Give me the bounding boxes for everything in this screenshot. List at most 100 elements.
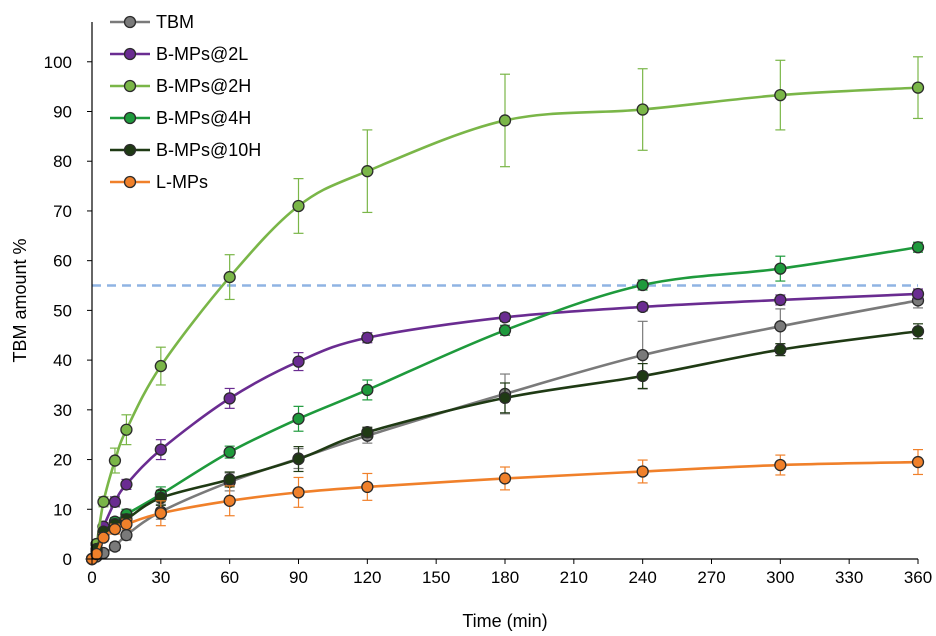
data-point [636,465,649,478]
legend-label: B-MPs@2L [156,44,248,64]
data-point [361,426,374,439]
data-point [774,343,787,356]
legend-item: B-MPs@2L [110,44,248,64]
series-line [90,86,919,560]
y-tick-label: 70 [53,202,72,221]
legend-swatch-marker [123,143,137,157]
data-point [154,443,167,456]
x-tick-label: 120 [353,568,381,587]
data-point [911,287,925,301]
y-tick-label: 90 [53,103,72,122]
data-point [498,324,512,337]
legend-swatch-marker [123,47,137,61]
x-tick-label: 150 [422,568,450,587]
data-point [774,262,787,275]
series-line [91,299,919,561]
legend-swatch-marker [123,15,137,29]
data-point [154,507,167,520]
x-tick-label: 60 [220,568,239,587]
data-point [636,369,649,383]
data-point [120,518,133,531]
x-tick-label: 30 [151,568,170,587]
series-layer [85,56,925,566]
x-tick-label: 360 [904,568,932,587]
legend-swatch-marker [123,79,137,93]
series-line [90,329,919,560]
y-tick-label: 30 [53,401,72,420]
data-point [108,495,122,508]
data-point [361,165,374,178]
legend-item: L-MPs [110,172,208,192]
data-point [223,473,236,486]
data-point [292,355,305,368]
data-point [361,383,374,397]
x-ticks: 0 30 60 90 120 150 180 210 240 270 300 330 360 [87,559,932,587]
data-point [108,523,122,536]
x-tick-label: 210 [560,568,588,587]
series-L-MPs [85,449,925,566]
legend-swatch-marker [123,111,137,125]
data-point [292,486,305,499]
legend-label: TBM [156,12,194,32]
data-point [108,454,122,467]
x-tick-label: 180 [491,568,519,587]
y-tick-label: 0 [63,550,72,569]
series-B-MPs@2H [85,56,925,566]
x-tick-label: 330 [835,568,863,587]
data-point [120,528,133,542]
data-point [223,494,236,507]
data-point [774,293,787,307]
data-point [108,540,122,553]
x-tick-label: 240 [628,568,656,587]
data-point [120,478,133,491]
data-point [90,547,103,561]
data-point [911,81,925,94]
data-point [636,348,649,362]
y-tick-label: 40 [53,351,72,370]
data-point [911,325,925,338]
data-point [361,480,374,494]
data-point [97,495,110,508]
legend-item: TBM [110,12,194,32]
series-B-MPs@10H [85,323,925,566]
data-point [292,412,305,425]
data-point [774,320,787,333]
y-tick-label: 50 [53,301,72,320]
legend-item: B-MPs@2H [110,76,251,96]
data-point [361,331,374,344]
legend-item: B-MPs@10H [110,140,261,160]
x-tick-label: 300 [766,568,794,587]
data-point [774,88,787,102]
legend-swatch-marker [123,175,137,189]
y-tick-label: 100 [44,53,72,72]
x-axis-title: Time (min) [462,611,547,631]
legend-label: B-MPs@10H [156,140,261,160]
data-point [498,472,512,485]
x-tick-label: 90 [289,568,308,587]
data-point [636,278,649,292]
data-point [498,114,512,127]
data-point [292,452,305,466]
legend-label: B-MPs@4H [156,108,251,128]
y-tick-label: 20 [53,451,72,470]
y-axis-title: TBM amount % [10,238,30,362]
data-point [911,455,925,469]
data-point [292,199,305,213]
y-tick-label: 60 [53,252,72,271]
data-point [911,241,925,254]
series-line [90,292,919,560]
legend: TBM B-MPs@2L B-MPs@2H B-MPs@4H B-MPs@10H L-MP… [110,12,261,192]
y-ticks: 0 10 20 30 40 50 60 70 80 90 100 [44,53,92,569]
x-tick-label: 270 [697,568,725,587]
data-point [97,531,110,544]
data-point [636,300,649,314]
data-point [154,359,167,373]
y-tick-label: 10 [53,500,72,519]
data-point [223,392,236,405]
data-point [223,445,236,459]
data-point [498,391,512,405]
legend-label: B-MPs@2H [156,76,251,96]
y-tick-label: 80 [53,152,72,171]
data-point [120,423,133,436]
